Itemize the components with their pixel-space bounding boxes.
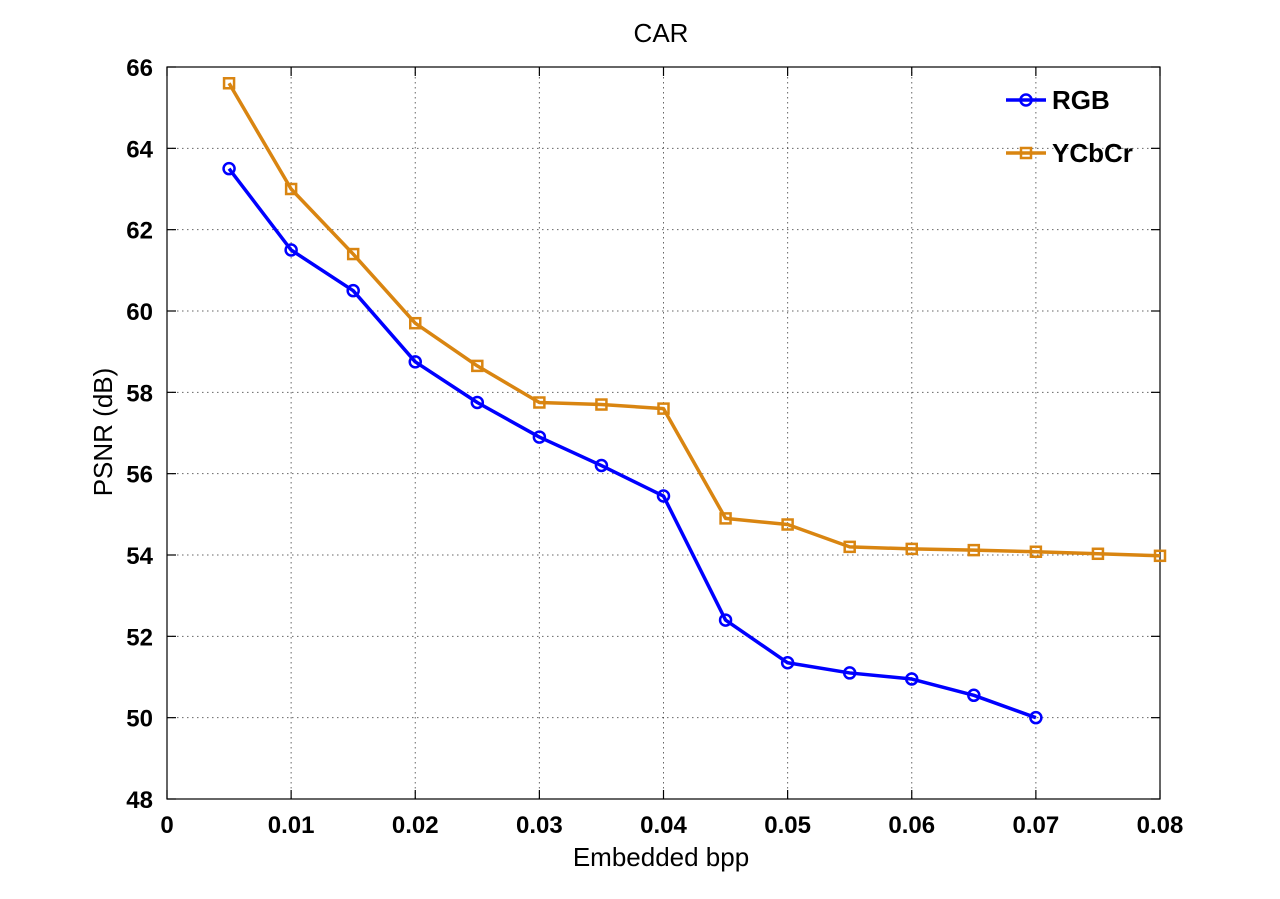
data-point-rgb [967,688,981,703]
data-point-rgb [1029,710,1043,725]
x-tick-label: 0.02 [392,812,439,839]
data-point-rgb [470,395,485,410]
data-point-rgb [222,161,236,176]
legend-marker-ycbcr [1019,146,1033,160]
y-tick-label: 52 [126,624,153,651]
series-ycbcr [222,77,1167,563]
data-point-rgb [408,355,422,369]
data-point-ycbcr [1091,547,1105,561]
data-point-ycbcr [346,247,360,261]
x-axis-label: Embedded bpp [573,842,749,872]
legend-label-rgb: RGB [1052,85,1110,115]
data-point-ycbcr [905,542,918,556]
data-point-ycbcr [1153,549,1167,563]
y-tick-label: 66 [126,55,153,82]
y-axis-label: PSNR (dB) [88,368,118,497]
series-line-ycbcr [227,82,1161,558]
legend-label-ycbcr: YCbCr [1052,138,1133,168]
y-tick-label: 54 [126,543,153,570]
series-rgb [222,161,1043,725]
legend-item-rgb: RGB [1006,85,1110,115]
data-point-ycbcr [719,512,732,525]
y-tick-label: 50 [126,706,153,733]
data-point-ycbcr [409,316,422,330]
axis-ticks: 0 0.01 0.02 0.03 0.04 0.05 0.06 0.07 0.08 48 50 52 5… [126,55,1183,839]
y-tick-label: 48 [126,787,153,814]
data-point-ycbcr [781,518,794,531]
data-point-ycbcr [657,402,670,415]
data-point-rgb [780,656,795,670]
legend-marker-rgb [1019,93,1033,107]
data-point-ycbcr [284,182,298,196]
data-point-ycbcr [222,77,236,90]
x-tick-label: 0.08 [1137,812,1184,839]
data-point-rgb [346,283,360,298]
x-tick-label: 0.04 [640,812,687,839]
x-tick-label: 0.07 [1013,812,1060,839]
x-tick-label: 0.06 [888,812,935,839]
data-point-ycbcr [967,543,981,557]
data-point-rgb [284,243,298,257]
chart-title: CAR [634,18,689,48]
data-point-ycbcr [471,359,484,373]
y-tick-label: 64 [126,136,153,163]
data-point-rgb [656,489,671,503]
x-tick-label: 0.01 [268,812,315,839]
legend: RGB YCbCr [1006,85,1133,168]
y-tick-label: 60 [126,299,153,326]
data-point-ycbcr [595,398,608,411]
x-tick-label: 0.03 [516,812,563,839]
data-point-ycbcr [1029,545,1043,558]
data-point-rgb [905,672,919,686]
series-line-rgb [227,167,1037,720]
data-point-ycbcr [843,540,856,554]
y-tick-label: 62 [126,218,153,245]
data-point-rgb [532,430,547,444]
grid-lines [167,67,1160,799]
x-tick-label: 0.05 [764,812,811,839]
data-point-ycbcr [533,396,546,409]
x-tick-label: 0 [160,812,173,839]
series-layer [222,77,1167,725]
legend-item-ycbcr: YCbCr [1006,138,1133,168]
data-point-rgb [842,666,857,680]
data-point-rgb [718,613,733,627]
y-tick-label: 58 [126,380,153,407]
y-tick-label: 56 [126,462,153,489]
data-point-rgb [594,458,609,473]
